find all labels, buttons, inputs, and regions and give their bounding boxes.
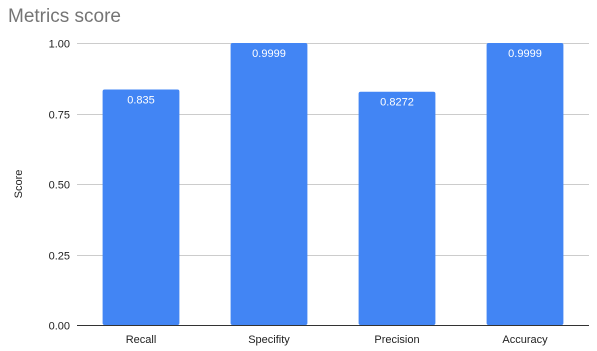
data-label-precision: 0.8272 — [380, 97, 414, 109]
y-tick-label: 1.00 — [49, 39, 70, 51]
x-category-label: Specifity — [248, 334, 290, 346]
y-axis-label: Score — [13, 170, 25, 199]
y-tick-label: 0.00 — [49, 321, 70, 333]
bar-specifity — [230, 43, 308, 325]
x-category-label: Recall — [126, 334, 157, 346]
y-tick-label: 0.75 — [49, 110, 70, 122]
chart-title: Metrics score — [8, 6, 121, 27]
y-tick-label: 0.25 — [49, 251, 70, 263]
bars — [102, 43, 564, 325]
x-category-label: Precision — [374, 334, 419, 346]
bar-recall — [102, 89, 180, 325]
x-category-label: Accuracy — [502, 334, 548, 346]
data-labels: 0.835 0.9999 0.8272 0.9999 — [127, 48, 542, 109]
data-label-specifity: 0.9999 — [252, 48, 286, 60]
bar-accuracy — [486, 43, 564, 325]
data-label-accuracy: 0.9999 — [508, 48, 542, 60]
bar-precision — [358, 91, 436, 325]
x-axis-categories: Recall Specifity Precision Accuracy — [126, 334, 548, 346]
data-label-recall: 0.835 — [127, 95, 155, 107]
y-tick-label: 0.50 — [49, 180, 70, 192]
y-axis-ticks: 0.00 0.25 0.50 0.75 1.00 — [49, 39, 70, 333]
